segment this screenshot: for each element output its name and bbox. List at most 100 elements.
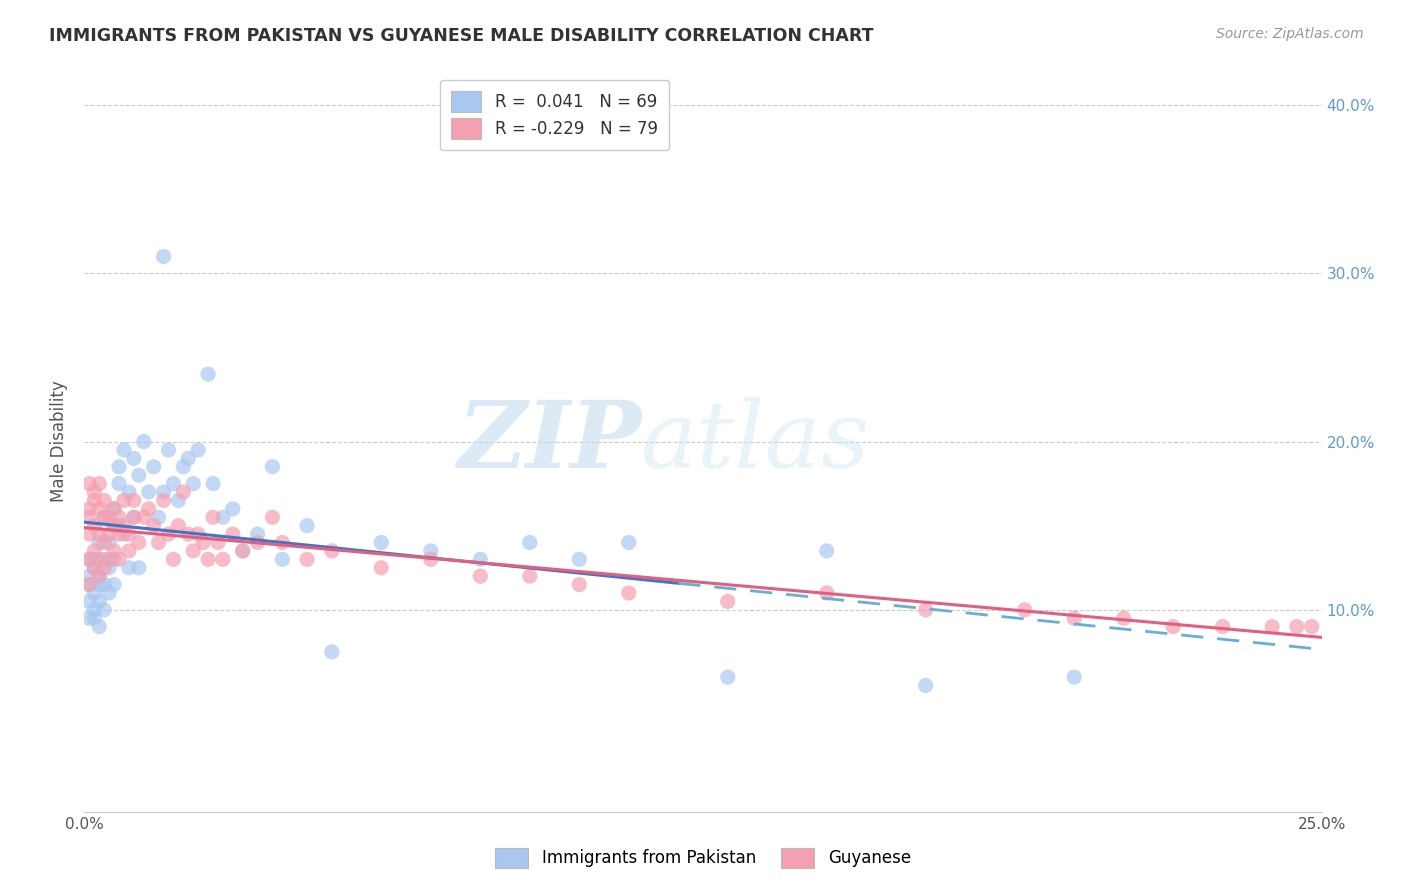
Point xyxy=(83,611,105,625)
Point xyxy=(295,552,318,566)
Point xyxy=(271,535,294,549)
Point xyxy=(112,527,135,541)
Point xyxy=(79,611,101,625)
Point xyxy=(181,476,204,491)
Point xyxy=(568,577,591,591)
Point xyxy=(202,510,225,524)
Point xyxy=(191,535,214,549)
Point xyxy=(246,535,269,549)
Point xyxy=(79,510,101,524)
Point xyxy=(142,518,165,533)
Point xyxy=(112,442,135,457)
Point xyxy=(138,501,160,516)
Point xyxy=(321,544,343,558)
Point xyxy=(103,518,125,533)
Point xyxy=(1063,670,1085,684)
Point xyxy=(83,586,105,600)
Point xyxy=(177,527,200,541)
Point xyxy=(122,451,145,466)
Point xyxy=(187,527,209,541)
Point xyxy=(187,442,209,457)
Point xyxy=(122,493,145,508)
Point xyxy=(157,442,180,457)
Point xyxy=(142,459,165,474)
Point xyxy=(103,552,125,566)
Point xyxy=(83,560,105,574)
Point xyxy=(262,510,284,524)
Point xyxy=(162,552,184,566)
Point xyxy=(419,544,441,558)
Legend: R =  0.041   N = 69, R = -0.229   N = 79: R = 0.041 N = 69, R = -0.229 N = 79 xyxy=(440,79,669,151)
Point xyxy=(93,552,115,566)
Point xyxy=(108,510,131,524)
Point xyxy=(79,577,101,591)
Point xyxy=(83,552,105,566)
Point xyxy=(118,527,141,541)
Point xyxy=(89,527,111,541)
Point xyxy=(617,535,640,549)
Point xyxy=(83,560,105,574)
Point xyxy=(93,603,115,617)
Point xyxy=(295,518,318,533)
Point xyxy=(83,518,105,533)
Point xyxy=(89,594,111,608)
Point xyxy=(89,569,111,583)
Point xyxy=(148,510,170,524)
Point xyxy=(79,501,101,516)
Point xyxy=(519,535,541,549)
Point xyxy=(89,577,111,591)
Point xyxy=(118,544,141,558)
Point xyxy=(79,594,101,608)
Legend: Immigrants from Pakistan, Guyanese: Immigrants from Pakistan, Guyanese xyxy=(488,841,918,875)
Point xyxy=(79,527,101,541)
Point xyxy=(232,544,254,558)
Point xyxy=(83,493,105,508)
Text: IMMIGRANTS FROM PAKISTAN VS GUYANESE MALE DISABILITY CORRELATION CHART: IMMIGRANTS FROM PAKISTAN VS GUYANESE MAL… xyxy=(49,27,873,45)
Point xyxy=(162,476,184,491)
Point xyxy=(108,459,131,474)
Point xyxy=(815,586,838,600)
Point xyxy=(470,569,492,583)
Point xyxy=(79,577,101,591)
Point xyxy=(197,552,219,566)
Point xyxy=(1161,619,1184,633)
Point xyxy=(138,485,160,500)
Point xyxy=(1301,619,1323,633)
Point xyxy=(98,510,121,524)
Point xyxy=(470,552,492,566)
Point xyxy=(519,569,541,583)
Point xyxy=(568,552,591,566)
Point xyxy=(1320,628,1343,642)
Point xyxy=(157,527,180,541)
Point xyxy=(89,535,111,549)
Point xyxy=(212,552,235,566)
Point xyxy=(118,560,141,574)
Point xyxy=(177,451,200,466)
Point xyxy=(132,434,155,449)
Point xyxy=(93,510,115,524)
Point xyxy=(89,476,111,491)
Point xyxy=(122,510,145,524)
Point xyxy=(89,552,111,566)
Point xyxy=(167,518,190,533)
Point xyxy=(222,527,245,541)
Point xyxy=(79,476,101,491)
Point xyxy=(98,535,121,549)
Point xyxy=(118,485,141,500)
Point xyxy=(83,485,105,500)
Point xyxy=(103,544,125,558)
Point xyxy=(370,560,392,574)
Point xyxy=(93,577,115,591)
Point xyxy=(89,501,111,516)
Point xyxy=(89,569,111,583)
Point xyxy=(108,518,131,533)
Point xyxy=(262,459,284,474)
Point xyxy=(1285,619,1308,633)
Point xyxy=(1112,611,1135,625)
Point xyxy=(202,476,225,491)
Point xyxy=(246,527,269,541)
Point xyxy=(222,501,245,516)
Point xyxy=(167,493,190,508)
Point xyxy=(152,485,174,500)
Point xyxy=(79,552,101,566)
